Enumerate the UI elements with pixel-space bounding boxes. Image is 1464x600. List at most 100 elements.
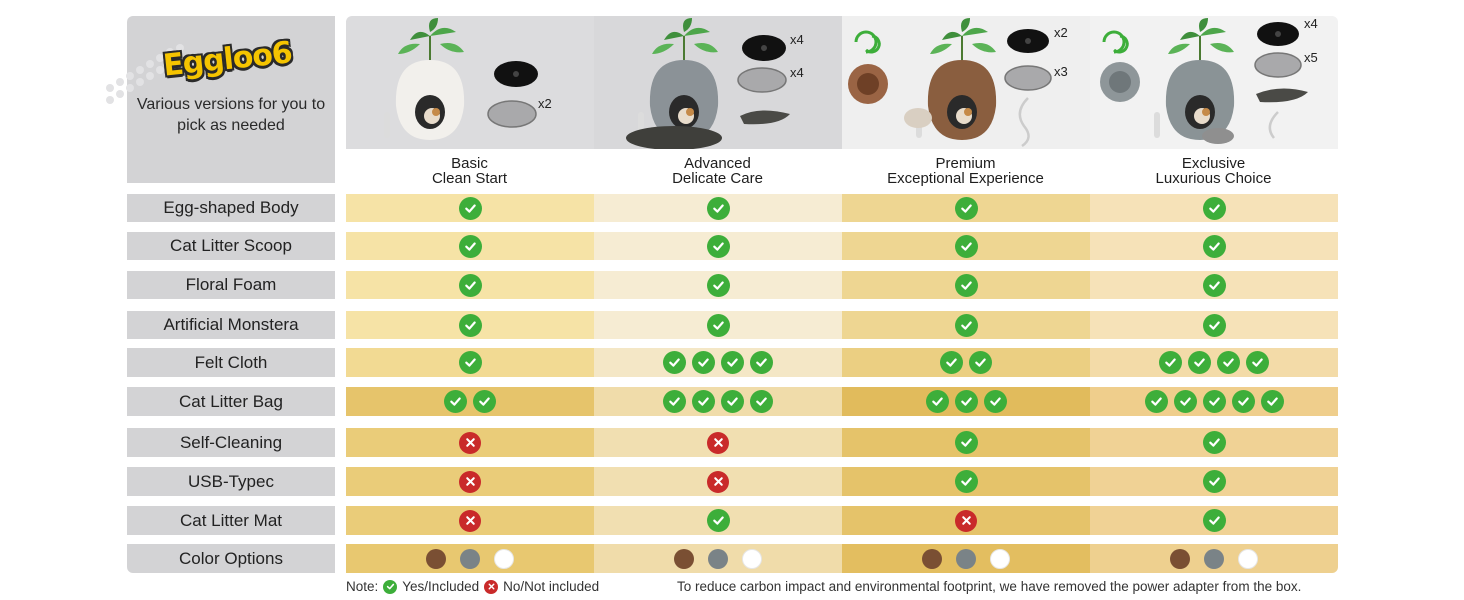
feature-label: Cat Litter Scoop bbox=[127, 232, 335, 260]
cross-icon bbox=[707, 431, 729, 454]
feature-label: Color Options bbox=[127, 544, 335, 573]
check-icon bbox=[1217, 351, 1240, 374]
column-name: Advanced bbox=[684, 155, 751, 172]
feature-label: Cat Litter Bag bbox=[127, 387, 335, 416]
check-icon bbox=[706, 273, 730, 297]
feature-cell bbox=[1090, 232, 1338, 260]
check-icon bbox=[692, 351, 715, 374]
cross-icon bbox=[459, 509, 481, 532]
column-title-exclusive: Exclusive Luxurious Choice bbox=[1090, 156, 1337, 186]
check-icon bbox=[750, 351, 773, 374]
check-icon bbox=[706, 196, 730, 220]
svg-text:x4: x4 bbox=[790, 32, 804, 47]
check-icon bbox=[1202, 431, 1226, 454]
check-icon bbox=[954, 431, 978, 454]
cross-icon bbox=[459, 470, 481, 493]
feature-cell bbox=[1090, 387, 1338, 416]
check-icon bbox=[721, 351, 744, 374]
brand-panel bbox=[127, 16, 335, 183]
brand-tagline: Various versions for you to pick as need… bbox=[136, 96, 326, 134]
color-swatch-brown bbox=[1170, 548, 1190, 569]
check-icon bbox=[1188, 351, 1211, 374]
check-icon bbox=[750, 390, 773, 413]
feature-cell bbox=[594, 232, 842, 260]
check-icon bbox=[1260, 390, 1284, 413]
note-prefix: Note: bbox=[346, 579, 379, 594]
feature-cell bbox=[594, 544, 842, 573]
feature-cell bbox=[346, 348, 594, 377]
check-icon bbox=[1202, 273, 1226, 297]
color-swatch-gray bbox=[956, 548, 976, 569]
product-image-basic: x2 bbox=[346, 16, 594, 149]
color-swatch-white bbox=[990, 548, 1010, 569]
check-icon bbox=[458, 234, 482, 258]
check-icon bbox=[1202, 390, 1226, 413]
column-name: Basic bbox=[451, 155, 488, 172]
feature-cell bbox=[346, 506, 594, 535]
feature-cell bbox=[842, 544, 1090, 573]
feature-label: Felt Cloth bbox=[127, 348, 335, 377]
check-icon bbox=[954, 273, 978, 297]
feature-cell bbox=[594, 428, 842, 457]
check-icon bbox=[458, 196, 482, 220]
feature-cell bbox=[346, 271, 594, 299]
check-icon bbox=[983, 390, 1007, 413]
feature-cell bbox=[1090, 544, 1338, 573]
color-swatch-white bbox=[494, 548, 514, 569]
column-subtitle: Luxurious Choice bbox=[1155, 170, 1272, 187]
column-title-premium: Premium Exceptional Experience bbox=[842, 156, 1089, 186]
check-icon bbox=[954, 196, 978, 220]
check-icon bbox=[383, 579, 398, 594]
feature-cell bbox=[594, 387, 842, 416]
check-icon bbox=[706, 234, 730, 258]
cross-icon bbox=[955, 509, 977, 532]
feature-label: Self-Cleaning bbox=[127, 428, 335, 457]
product-illustration: x2 bbox=[384, 18, 552, 140]
check-icon bbox=[663, 390, 686, 413]
product-illustration: x4 x5 bbox=[1100, 16, 1318, 144]
product-illustration: x2 x3 bbox=[848, 18, 1068, 148]
color-swatch-brown bbox=[426, 548, 446, 569]
check-icon bbox=[721, 390, 744, 413]
cross-icon bbox=[459, 431, 481, 454]
color-swatch-white bbox=[742, 548, 762, 569]
feature-cell bbox=[346, 467, 594, 496]
feature-cell bbox=[1090, 311, 1338, 339]
feature-cell bbox=[842, 506, 1090, 535]
logo-text: Eggloo6 bbox=[161, 35, 294, 84]
feature-cell bbox=[594, 506, 842, 535]
svg-text:x3: x3 bbox=[1054, 64, 1068, 79]
column-title-advanced: Advanced Delicate Care bbox=[594, 156, 841, 186]
brand-logo: Eggloo6 bbox=[162, 35, 294, 83]
cross-icon bbox=[484, 579, 499, 594]
check-icon bbox=[706, 313, 730, 337]
color-swatch-brown bbox=[674, 548, 694, 569]
feature-cell bbox=[842, 348, 1090, 377]
feature-cell bbox=[346, 194, 594, 222]
check-icon bbox=[1231, 390, 1255, 413]
check-icon bbox=[954, 313, 978, 337]
feature-cell bbox=[594, 311, 842, 339]
check-icon bbox=[954, 470, 978, 493]
feature-cell bbox=[1090, 271, 1338, 299]
legend-note: Note: Yes/Included No/Not included bbox=[346, 579, 599, 594]
check-icon bbox=[1202, 196, 1226, 220]
product-image-premium: x2 x3 bbox=[842, 16, 1090, 149]
feature-cell bbox=[1090, 348, 1338, 377]
check-icon bbox=[1202, 470, 1226, 493]
column-title-basic: Basic Clean Start bbox=[346, 156, 593, 186]
svg-text:x4: x4 bbox=[1304, 16, 1318, 31]
cross-icon bbox=[707, 470, 729, 493]
feature-cell bbox=[842, 467, 1090, 496]
check-icon bbox=[663, 351, 686, 374]
feature-cell bbox=[594, 271, 842, 299]
check-icon bbox=[458, 313, 482, 337]
column-subtitle: Exceptional Experience bbox=[887, 170, 1044, 187]
column-name: Exclusive bbox=[1181, 155, 1246, 172]
svg-text:x4: x4 bbox=[790, 65, 804, 80]
feature-cell bbox=[1090, 428, 1338, 457]
feature-cell bbox=[842, 194, 1090, 222]
product-image-exclusive: x4 x5 bbox=[1090, 16, 1338, 149]
feature-cell bbox=[842, 428, 1090, 457]
check-icon bbox=[444, 390, 467, 413]
